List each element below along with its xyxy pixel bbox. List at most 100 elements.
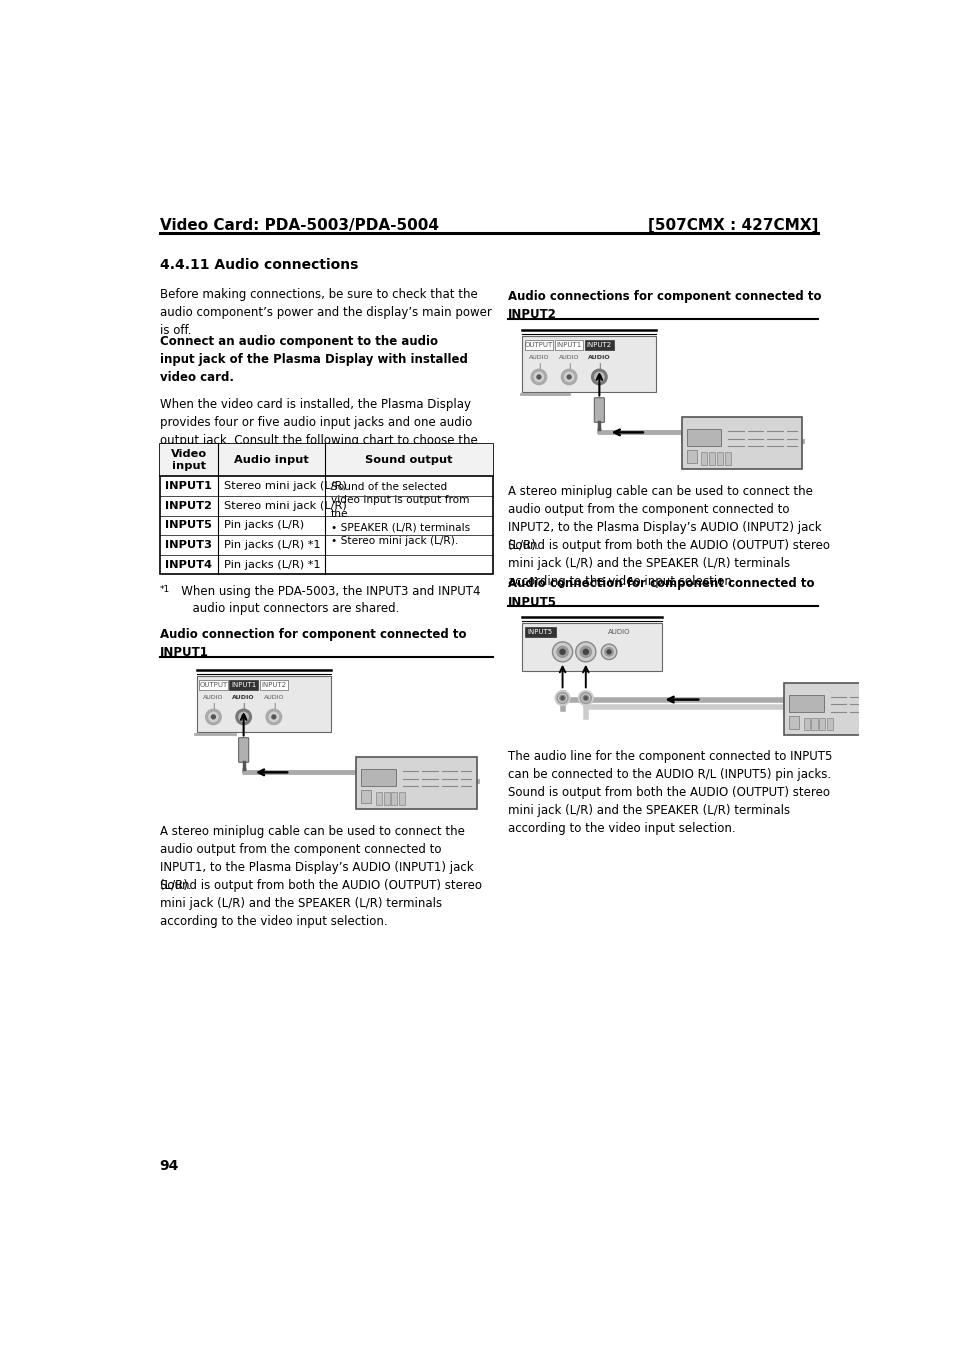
- Text: INPUT2: INPUT2: [165, 501, 212, 511]
- Bar: [681, 417, 801, 469]
- Text: 4.4.11 Audio connections: 4.4.11 Audio connections: [159, 258, 357, 272]
- Text: INPUT5: INPUT5: [508, 596, 557, 609]
- Text: AUDIO: AUDIO: [203, 696, 223, 700]
- Circle shape: [531, 369, 546, 385]
- Text: Sound of the selected
video input is output from
the
• SPEAKER (L/R) terminals
•: Sound of the selected video input is out…: [331, 482, 470, 546]
- Text: Video
input: Video input: [171, 450, 207, 471]
- Text: |: |: [273, 703, 274, 711]
- Text: *1: *1: [159, 585, 170, 594]
- Text: When using the PDA-5003, the INPUT3 and INPUT4
      audio input connectors are : When using the PDA-5003, the INPUT3 and …: [171, 585, 480, 615]
- Text: AUDIO: AUDIO: [233, 696, 254, 700]
- Bar: [229, 680, 257, 690]
- Text: Sound is output from both the AUDIO (OUTPUT) stereo
mini jack (L/R) and the SPEA: Sound is output from both the AUDIO (OUT…: [159, 878, 481, 928]
- Circle shape: [579, 646, 591, 658]
- Bar: [398, 793, 405, 805]
- Text: AUDIO: AUDIO: [587, 355, 610, 361]
- Bar: [788, 716, 798, 728]
- Circle shape: [209, 712, 218, 721]
- Circle shape: [581, 694, 589, 703]
- Text: |: |: [242, 703, 245, 711]
- Circle shape: [239, 712, 248, 721]
- Bar: [819, 719, 824, 731]
- Text: INPUT2: INPUT2: [261, 682, 286, 688]
- Text: INPUT1: INPUT1: [556, 342, 581, 349]
- FancyBboxPatch shape: [238, 738, 249, 762]
- Bar: [375, 793, 381, 805]
- Bar: [524, 627, 555, 638]
- Circle shape: [600, 644, 617, 659]
- Text: INPUT5: INPUT5: [527, 630, 552, 635]
- Circle shape: [606, 650, 610, 654]
- Bar: [826, 719, 832, 731]
- Text: Video Card: PDA-5003/PDA-5004: Video Card: PDA-5003/PDA-5004: [159, 218, 438, 232]
- Circle shape: [582, 696, 588, 701]
- Bar: [788, 694, 822, 712]
- Bar: [716, 453, 722, 465]
- Text: |: |: [537, 363, 539, 370]
- Circle shape: [560, 369, 577, 385]
- Text: INPUT2: INPUT2: [508, 308, 557, 322]
- Bar: [708, 453, 715, 465]
- Circle shape: [272, 715, 275, 719]
- Circle shape: [559, 696, 565, 701]
- Text: Sound is output from both the AUDIO (OUTPUT) stereo
mini jack (L/R) and the SPEA: Sound is output from both the AUDIO (OUT…: [508, 539, 829, 588]
- Text: Audio connections for component connected to: Audio connections for component connecte…: [508, 290, 821, 303]
- Circle shape: [567, 376, 571, 378]
- Bar: [802, 719, 809, 731]
- Text: INPUT5: INPUT5: [165, 520, 212, 531]
- Circle shape: [564, 373, 573, 381]
- Text: INPUT1: INPUT1: [165, 481, 212, 492]
- Text: A stereo miniplug cable can be used to connect the
audio output from the compone: A stereo miniplug cable can be used to c…: [159, 824, 473, 892]
- Bar: [356, 757, 476, 809]
- Text: |: |: [567, 363, 570, 370]
- Text: [507CMX : 427CMX]: [507CMX : 427CMX]: [647, 218, 818, 232]
- Bar: [360, 790, 371, 802]
- Circle shape: [537, 376, 540, 378]
- Circle shape: [560, 697, 563, 700]
- Text: INPUT2: INPUT2: [586, 342, 611, 349]
- Circle shape: [584, 697, 587, 700]
- Text: Stereo mini jack (L/R): Stereo mini jack (L/R): [224, 501, 346, 511]
- Text: INPUT4: INPUT4: [165, 559, 212, 570]
- Bar: [723, 453, 730, 465]
- Text: Pin jacks (L/R): Pin jacks (L/R): [224, 520, 304, 531]
- Bar: [521, 336, 656, 392]
- Text: |: |: [598, 363, 600, 370]
- Circle shape: [212, 715, 215, 719]
- Circle shape: [235, 709, 252, 724]
- Bar: [810, 719, 817, 731]
- Circle shape: [557, 693, 567, 704]
- Circle shape: [582, 650, 588, 654]
- Bar: [524, 340, 553, 350]
- Circle shape: [557, 646, 567, 658]
- Text: Sound is output from both the AUDIO (OUTPUT) stereo
mini jack (L/R) and the SPEA: Sound is output from both the AUDIO (OUT…: [508, 786, 829, 835]
- Circle shape: [578, 690, 593, 705]
- FancyBboxPatch shape: [594, 397, 604, 423]
- Circle shape: [558, 694, 566, 703]
- Bar: [686, 450, 696, 463]
- Text: Connect an audio component to the audio
input jack of the Plasma Display with in: Connect an audio component to the audio …: [159, 335, 467, 384]
- Text: Pin jacks (L/R) *1: Pin jacks (L/R) *1: [224, 559, 320, 570]
- Bar: [686, 430, 720, 446]
- Circle shape: [241, 715, 245, 719]
- Text: AUDIO: AUDIO: [558, 355, 578, 361]
- Circle shape: [604, 647, 613, 657]
- Bar: [521, 623, 661, 671]
- Bar: [196, 676, 331, 731]
- Circle shape: [266, 709, 281, 724]
- Text: Stereo mini jack (L/R): Stereo mini jack (L/R): [224, 481, 346, 492]
- Circle shape: [206, 709, 221, 724]
- Text: The audio line for the component connected to INPUT5
can be connected to the AUD: The audio line for the component connect…: [508, 750, 832, 781]
- Circle shape: [552, 642, 572, 662]
- Text: OUTPUT: OUTPUT: [199, 682, 228, 688]
- Bar: [259, 680, 288, 690]
- Circle shape: [269, 712, 278, 721]
- Bar: [199, 680, 228, 690]
- Circle shape: [559, 650, 564, 654]
- Text: Audio connection for component connected to: Audio connection for component connected…: [159, 628, 466, 640]
- Text: |: |: [212, 703, 214, 711]
- Circle shape: [579, 693, 591, 704]
- Bar: [700, 453, 707, 465]
- Text: Pin jacks (L/R) *1: Pin jacks (L/R) *1: [224, 540, 320, 550]
- Circle shape: [597, 376, 600, 378]
